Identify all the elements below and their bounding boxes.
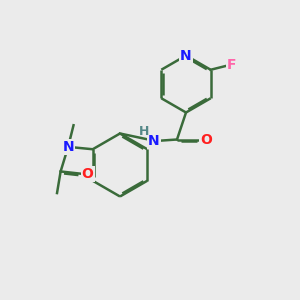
Text: F: F: [227, 58, 236, 72]
Text: O: O: [82, 167, 94, 181]
Text: H: H: [139, 125, 149, 138]
Text: N: N: [180, 49, 192, 62]
Text: O: O: [200, 133, 212, 146]
Text: N: N: [62, 140, 74, 154]
Text: N: N: [148, 134, 160, 148]
